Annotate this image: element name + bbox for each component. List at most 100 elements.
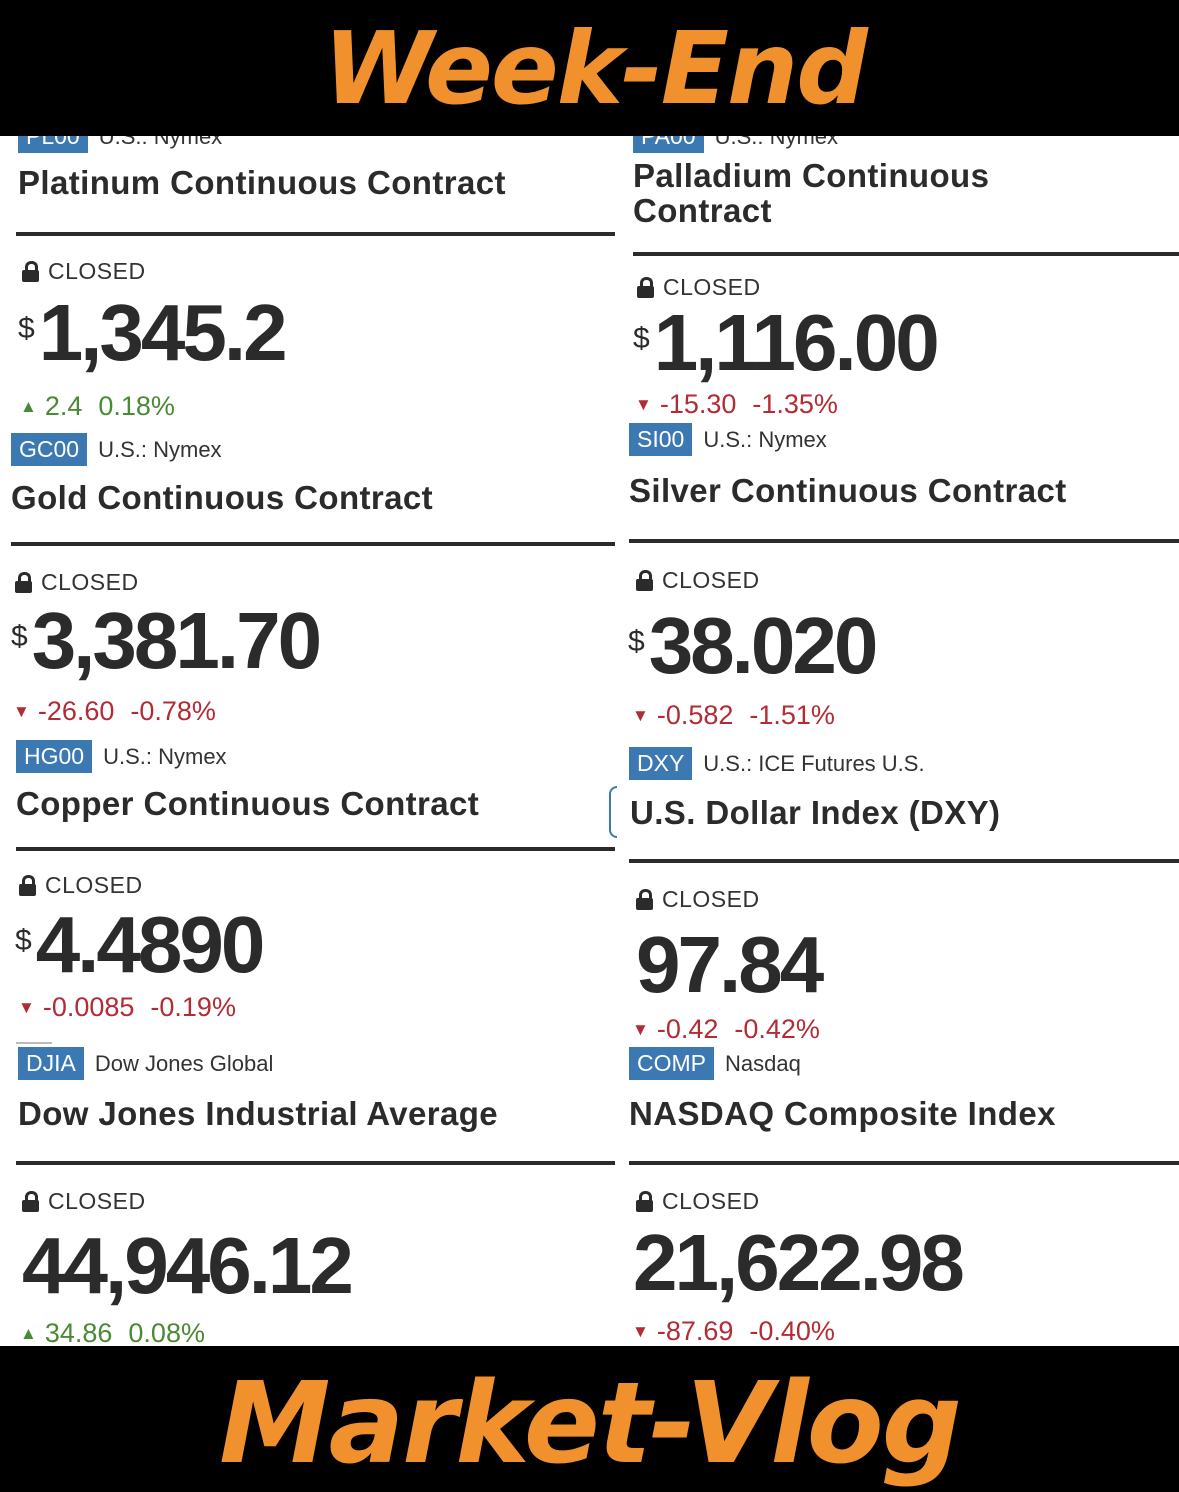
status-label: CLOSED: [41, 569, 139, 595]
exchange-label: Dow Jones Global: [94, 1050, 274, 1076]
divider: [629, 859, 1179, 863]
status-label: CLOSED: [662, 1188, 760, 1214]
quotes-grid: PL00 U.S.: Nymex PA00 U.S.: Nymex Platin…: [0, 136, 1179, 1346]
lock-icon: [19, 875, 36, 896]
exchange-label: Nasdaq: [725, 1050, 801, 1076]
change-percent: -1.51%: [749, 700, 835, 730]
gold-price: $1,345.2: [18, 288, 288, 378]
exchange-label: U.S.: Nymex: [703, 426, 827, 452]
gold-change: ▲ 2.4 0.18%: [20, 391, 175, 422]
djia-change: ▼ -0.0085 -0.19%: [18, 992, 236, 1023]
platinum-ticker-row: PL00 U.S.: Nymex: [18, 136, 222, 153]
ticker-badge[interactable]: DXY: [629, 747, 693, 780]
djia-name[interactable]: Dow Jones Industrial Average: [18, 1095, 499, 1132]
change-value: 2.4: [44, 391, 83, 421]
djia-price: $4.4890: [15, 900, 266, 990]
change-percent: -0.40%: [749, 1316, 835, 1346]
change-value: -0.42: [656, 1014, 719, 1044]
copper-name[interactable]: Copper Continuous Contract: [16, 785, 480, 822]
price-value: 97.84: [636, 920, 824, 1009]
palladium-name[interactable]: Palladium Continuous Contract: [633, 158, 989, 228]
dxy-ticker-row: DXY U.S.: ICE Futures U.S.: [629, 747, 925, 780]
price-value: 1,345.2: [38, 288, 288, 377]
lock-icon: [636, 570, 653, 591]
silver-change: ▼ -15.30 -1.35%: [635, 389, 838, 420]
ticker-badge[interactable]: COMP: [629, 1047, 714, 1080]
ticker-badge[interactable]: DJIA: [18, 1047, 84, 1080]
copper-price: $3,381.70: [11, 596, 322, 686]
change-value: -26.60: [37, 696, 115, 726]
change-percent: 0.18%: [98, 391, 175, 421]
palladium-name-line1: Palladium Continuous: [633, 157, 990, 194]
currency-symbol: $: [633, 322, 650, 355]
silver-price: $1,116.00: [633, 298, 940, 388]
change-value: -87.69: [656, 1316, 734, 1346]
exchange-label: U.S.: Nymex: [103, 743, 227, 769]
price-value: 44,946.12: [22, 1221, 354, 1310]
banner-title-bottom: Market-Vlog: [219, 1359, 962, 1489]
dxy-name[interactable]: U.S. Dollar Index (DXY): [630, 794, 1001, 831]
triangle-down-icon: ▼: [632, 1019, 649, 1039]
change-percent: -0.42%: [734, 1014, 820, 1044]
dow-price: 44,946.12: [22, 1221, 354, 1311]
gold-name[interactable]: Gold Continuous Contract: [11, 479, 434, 516]
triangle-down-icon: ▼: [18, 997, 35, 1017]
ticker-badge[interactable]: PL00: [18, 136, 88, 153]
change-percent: -0.78%: [130, 696, 216, 726]
comp-status: CLOSED: [636, 886, 760, 913]
currency-symbol: $: [628, 625, 645, 658]
change-value: 34.86: [44, 1318, 113, 1346]
price-value: 3,381.70: [31, 596, 322, 685]
divider: [16, 1161, 615, 1165]
divider: [629, 539, 1179, 543]
ticker-badge[interactable]: GC00: [11, 433, 88, 466]
comp-name[interactable]: NASDAQ Composite Index: [629, 1095, 1056, 1132]
lock-icon: [22, 1191, 39, 1212]
silver-name[interactable]: Silver Continuous Contract: [629, 472, 1067, 509]
price-value: 21,622.98: [633, 1218, 965, 1307]
djia-status: CLOSED: [19, 872, 143, 899]
ticker-badge[interactable]: PA00: [633, 136, 704, 153]
triangle-down-icon: ▼: [632, 1321, 649, 1341]
currency-symbol: $: [11, 620, 28, 653]
triangle-down-icon: ▼: [13, 701, 30, 721]
price-value: 4.4890: [35, 900, 266, 989]
lock-icon: [15, 572, 32, 593]
copper-status: CLOSED: [15, 569, 139, 596]
separator: [16, 1042, 52, 1044]
copper-ticker-row: HG00 U.S.: Nymex: [16, 740, 227, 773]
dow-status: CLOSED: [22, 1188, 146, 1215]
ticker-badge[interactable]: HG00: [16, 740, 93, 773]
scroll-marker: [609, 786, 617, 838]
comp-ticker-row: COMP Nasdaq: [629, 1047, 801, 1080]
platinum-name[interactable]: Platinum Continuous Contract: [18, 164, 506, 201]
silver-status: CLOSED: [637, 274, 761, 301]
exchange-label: U.S.: ICE Futures U.S.: [703, 750, 925, 776]
dxy-price: $38.020: [628, 601, 879, 691]
silver-ticker-row: SI00 U.S.: Nymex: [629, 423, 827, 456]
lock-icon: [637, 277, 654, 298]
nasdaq-price: 21,622.98: [633, 1218, 965, 1308]
change-value: -0.0085: [42, 992, 135, 1022]
top-banner: Week-End: [0, 0, 1179, 136]
banner-title-top: Week-End: [323, 9, 868, 127]
exchange-label: U.S.: Nymex: [98, 436, 222, 462]
change-percent: 0.08%: [128, 1318, 205, 1346]
gold-status: CLOSED: [22, 258, 146, 285]
comp-price: 97.84: [636, 920, 824, 1010]
dxy-change: ▼ -0.582 -1.51%: [632, 700, 835, 731]
lock-icon: [636, 1191, 653, 1212]
status-label: CLOSED: [663, 274, 761, 300]
triangle-up-icon: ▲: [20, 1323, 37, 1343]
exchange-label: U.S.: Nymex: [98, 136, 223, 149]
change-percent: -1.35%: [752, 389, 838, 419]
djia-ticker-row: DJIA Dow Jones Global: [18, 1047, 273, 1080]
divider: [633, 252, 1179, 256]
lock-icon: [22, 261, 39, 282]
ticker-badge[interactable]: SI00: [629, 423, 693, 456]
triangle-up-icon: ▲: [20, 396, 37, 416]
price-value: 38.020: [648, 601, 879, 690]
palladium-name-line2: Contract: [633, 192, 772, 229]
copper-change: ▼ -26.60 -0.78%: [13, 696, 216, 727]
change-value: -0.582: [656, 700, 734, 730]
